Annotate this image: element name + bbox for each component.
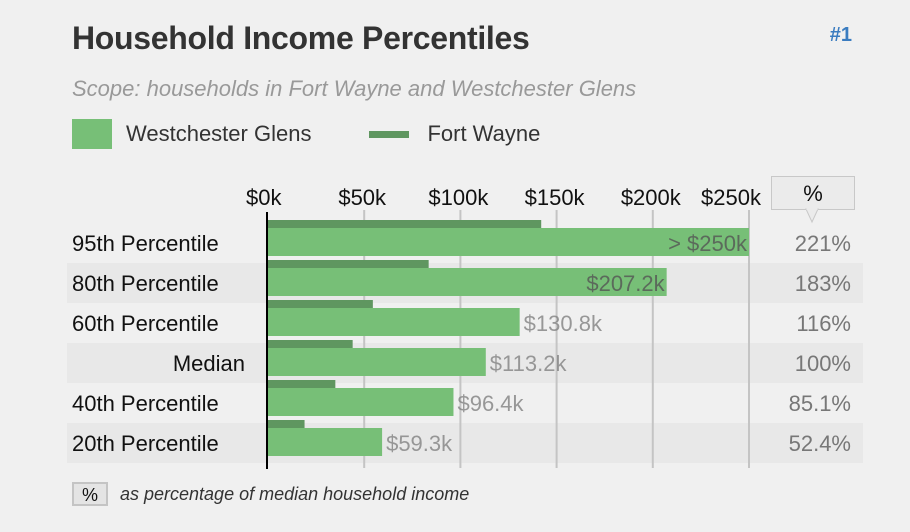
x-tick-label: $100k xyxy=(428,185,489,210)
percent-column-header[interactable]: % xyxy=(771,176,855,210)
x-tick-label: $50k xyxy=(338,185,387,210)
row-label: 60th Percentile xyxy=(72,311,219,336)
x-tick-label: $0k xyxy=(246,185,282,210)
legend-swatch-fort-wayne xyxy=(369,130,410,138)
percent-of-median: 221% xyxy=(795,231,851,256)
legend: Westchester Glens Fort Wayne xyxy=(72,118,540,150)
bar-westchester-glens xyxy=(268,428,383,456)
percent-of-median: 85.1% xyxy=(789,391,851,416)
value-label: $113.2k xyxy=(490,351,568,376)
legend-label-fort-wayne: Fort Wayne xyxy=(427,121,541,146)
page-title: Household Income Percentiles xyxy=(72,20,530,56)
percent-header-label: % xyxy=(803,181,823,206)
bar-westchester-glens xyxy=(268,308,520,336)
footer-percent-box: % xyxy=(72,482,108,506)
footer-note: % as percentage of median household inco… xyxy=(72,482,469,506)
bar-westchester-glens xyxy=(268,228,749,256)
row-label: 40th Percentile xyxy=(72,391,219,416)
percent-of-median: 116% xyxy=(796,311,851,336)
bar-fort-wayne xyxy=(268,380,336,388)
bar-fort-wayne xyxy=(268,220,542,228)
row-band xyxy=(67,423,863,463)
value-label: > $250k xyxy=(668,231,748,256)
bar-fort-wayne xyxy=(268,260,429,268)
legend-swatch-westchester-glens xyxy=(72,119,112,149)
x-tick-label: $200k xyxy=(621,185,682,210)
percent-of-median: 52.4% xyxy=(789,431,851,456)
bar-westchester-glens xyxy=(268,348,486,376)
value-label: $207.2k xyxy=(586,271,665,296)
bar-westchester-glens xyxy=(268,268,667,296)
x-tick-label: $150k xyxy=(525,185,586,210)
bar-westchester-glens xyxy=(268,388,454,416)
bar-fort-wayne xyxy=(268,420,305,428)
footer-note-text: as percentage of median household income xyxy=(120,483,470,504)
scope-subtitle: Scope: households in Fort Wayne and West… xyxy=(72,76,637,101)
value-label: $59.3k xyxy=(386,431,453,456)
percent-of-median: 183% xyxy=(795,271,851,296)
x-tick-label: $250k xyxy=(701,185,762,210)
value-label: $96.4k xyxy=(457,391,524,416)
percent-of-median: 100% xyxy=(795,351,851,376)
row-label: 20th Percentile xyxy=(72,431,219,456)
bar-fort-wayne xyxy=(268,300,373,308)
rank-link[interactable]: #1 xyxy=(829,24,852,46)
value-label: $130.8k xyxy=(524,311,603,336)
legend-label-westchester-glens: Westchester Glens xyxy=(126,121,312,146)
row-label: Median xyxy=(173,351,245,376)
row-label: 80th Percentile xyxy=(72,271,219,296)
row-label: 95th Percentile xyxy=(72,231,219,256)
bar-fort-wayne xyxy=(268,340,353,348)
